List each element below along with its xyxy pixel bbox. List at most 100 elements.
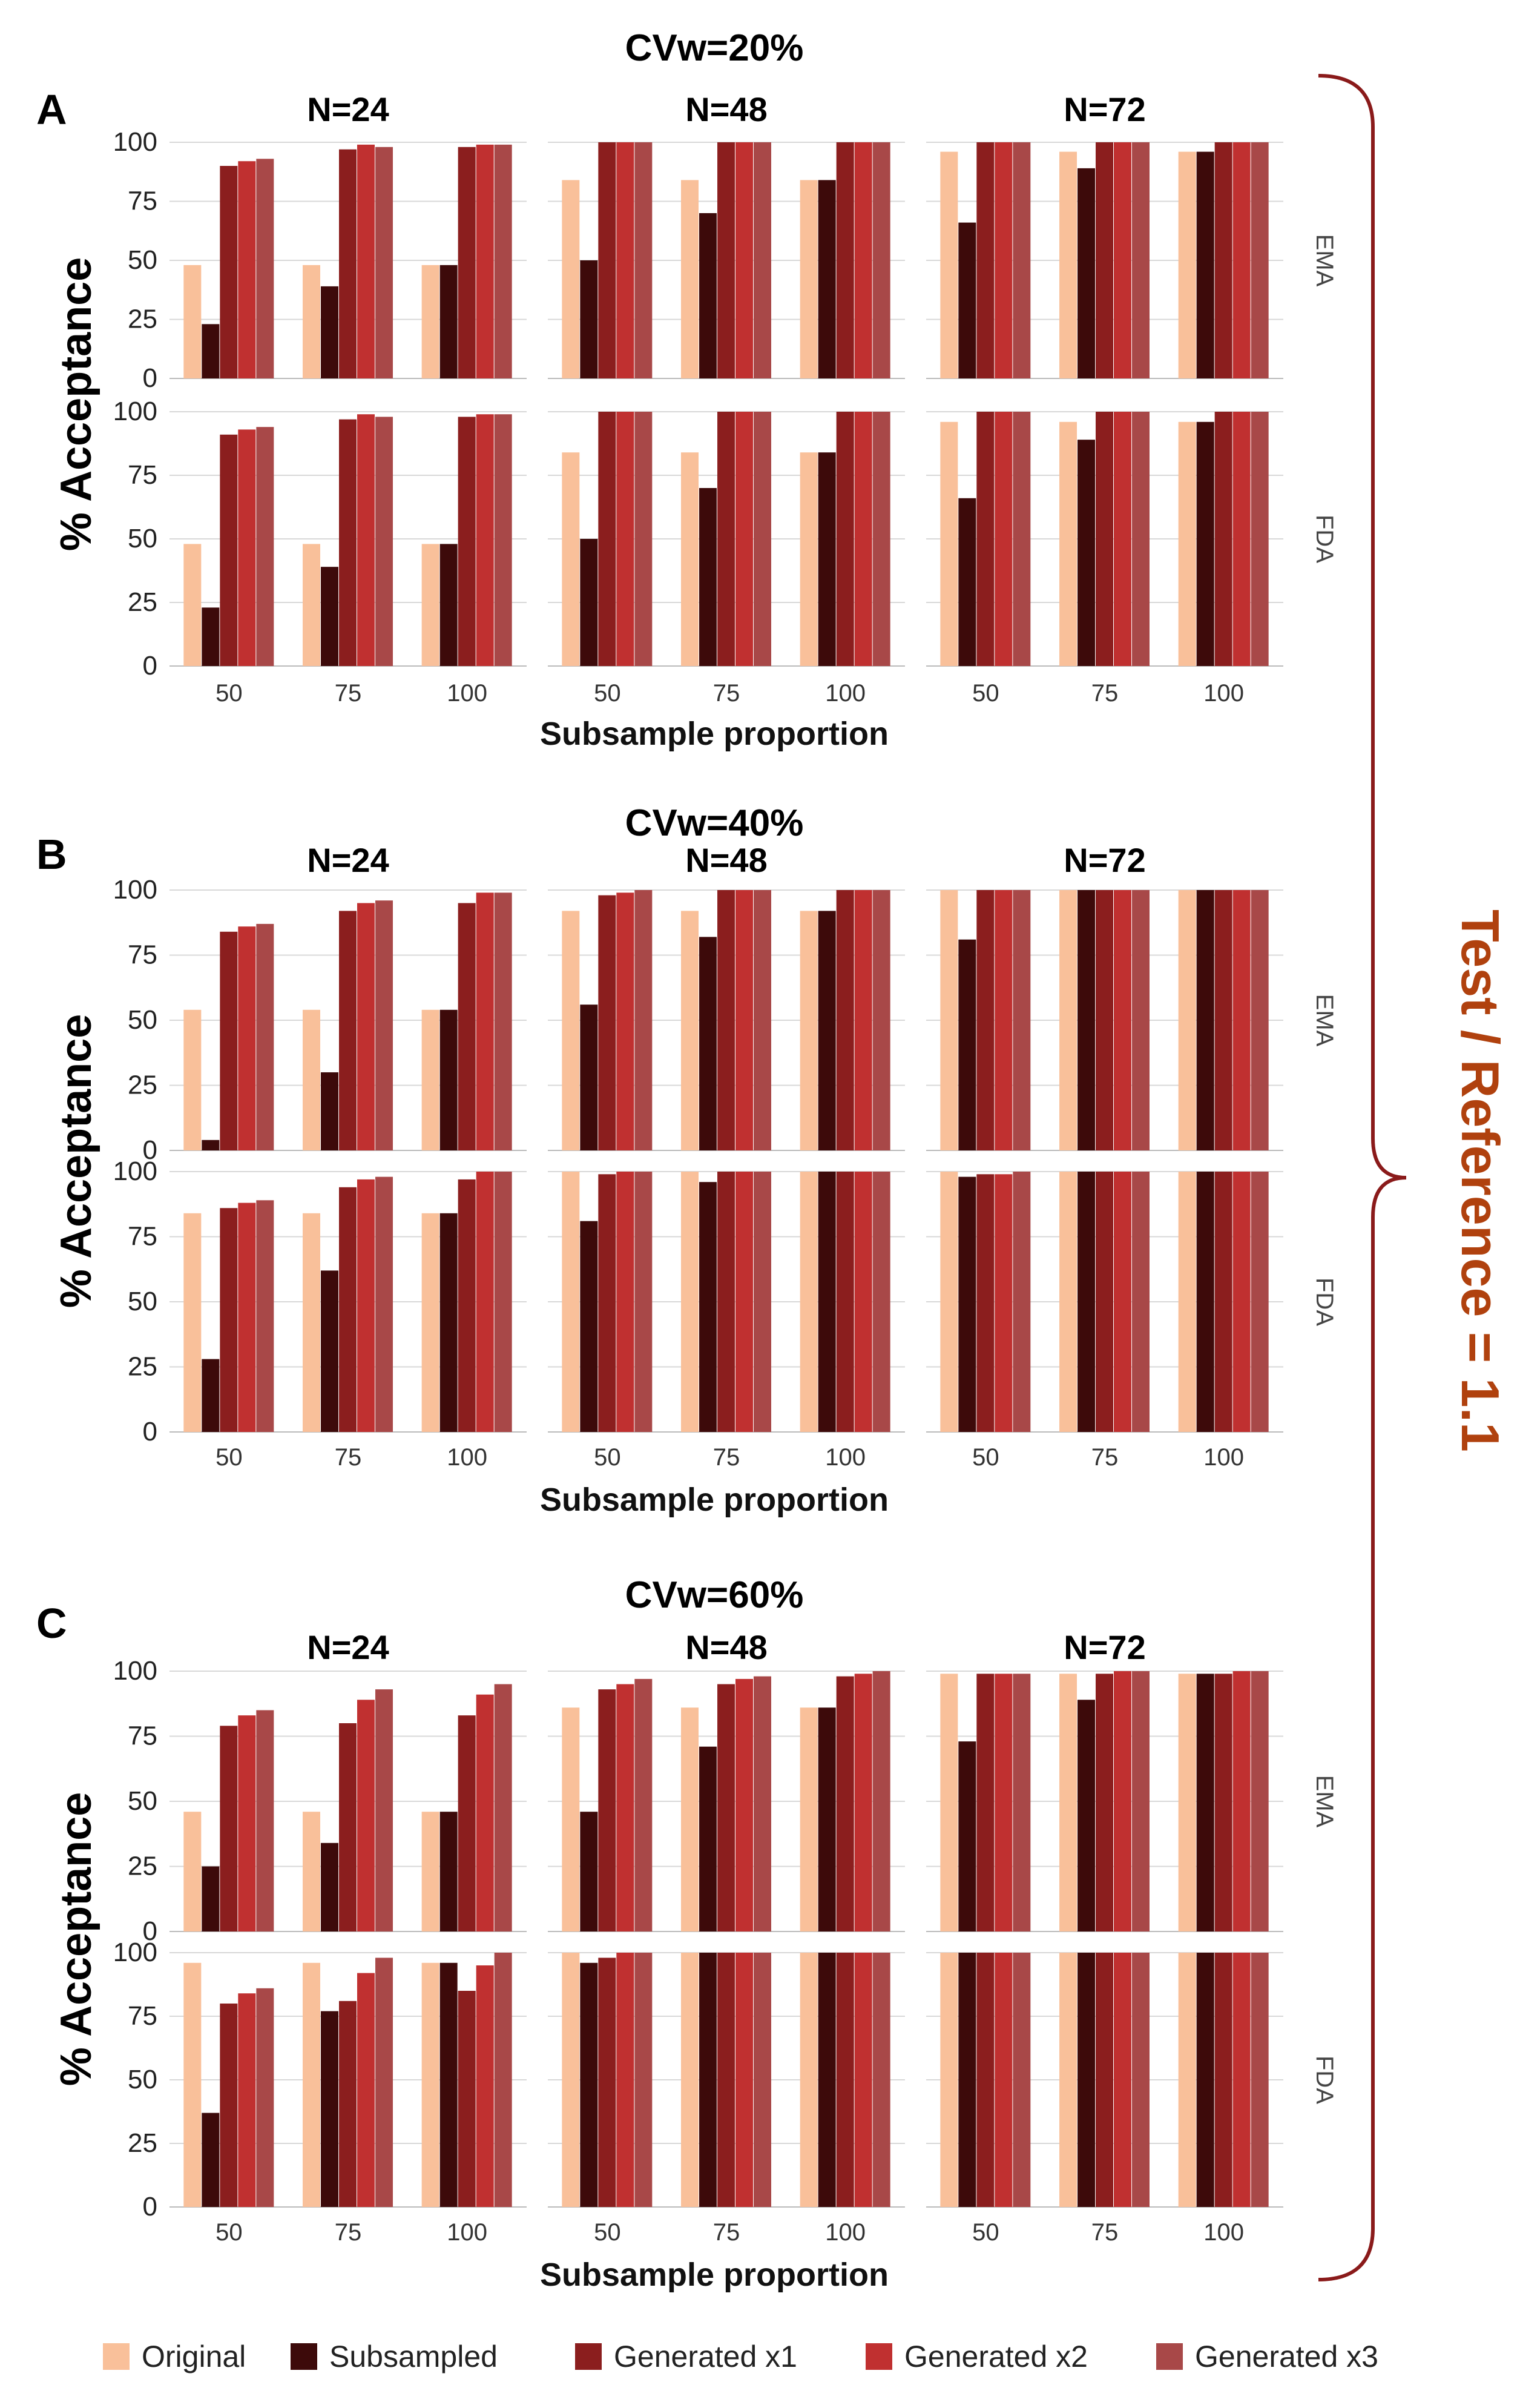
bar xyxy=(854,890,872,1150)
x-axis-label: Subsample proportion xyxy=(540,1482,889,1518)
x-axis-label: Subsample proportion xyxy=(540,2257,889,2293)
bar xyxy=(256,427,274,666)
bar xyxy=(754,142,771,378)
bar xyxy=(699,1953,717,2207)
bar xyxy=(1114,890,1131,1150)
facet-strip-label: EMA xyxy=(1311,1775,1338,1828)
bar xyxy=(476,892,494,1150)
x-tick-label: 50 xyxy=(972,680,999,707)
bar xyxy=(598,142,616,378)
bar xyxy=(699,1182,717,1432)
bar xyxy=(735,1172,753,1432)
bar xyxy=(958,498,976,666)
bar xyxy=(1114,412,1131,666)
facet-title: N=48 xyxy=(685,841,767,879)
bar xyxy=(458,1991,476,2207)
bar xyxy=(1013,1953,1031,2207)
bar xyxy=(1251,890,1269,1150)
bar xyxy=(1114,142,1131,378)
x-tick-label: 75 xyxy=(1091,680,1119,707)
bar xyxy=(598,1174,616,1432)
bar xyxy=(357,1700,375,1931)
x-tick-label: 50 xyxy=(215,1444,243,1471)
bar xyxy=(634,412,653,666)
bar xyxy=(854,1674,872,1931)
bar xyxy=(439,1962,458,2207)
bar xyxy=(256,1988,274,2207)
facet-strip-label: EMA xyxy=(1311,234,1338,287)
bar xyxy=(562,180,580,378)
bar xyxy=(1214,412,1232,666)
bar xyxy=(1196,151,1214,378)
bar xyxy=(995,1674,1013,1931)
bar xyxy=(220,166,238,378)
y-tick-label: 100 xyxy=(113,1156,157,1186)
legend-label: Original xyxy=(142,2340,246,2373)
bar xyxy=(220,1726,238,1931)
panel-letter: C xyxy=(36,1600,67,1647)
bar xyxy=(494,144,512,378)
bar xyxy=(699,1746,717,1931)
bar xyxy=(494,1684,512,1931)
x-tick-label: 50 xyxy=(594,2219,621,2246)
bar xyxy=(494,1953,512,2207)
bar xyxy=(836,1676,854,1931)
bar xyxy=(754,412,771,666)
bar xyxy=(220,434,238,666)
bar xyxy=(754,1172,771,1432)
bar xyxy=(735,142,753,378)
bar xyxy=(183,544,202,666)
bar xyxy=(256,159,274,378)
bar xyxy=(754,1953,771,2207)
facet-strip-label: EMA xyxy=(1311,994,1338,1047)
bar xyxy=(476,1965,494,2207)
legend-item: Generated x2 xyxy=(866,2340,1088,2373)
side-label: Test / Reference = 1.1 xyxy=(1450,909,1510,1452)
bar xyxy=(800,1953,818,2207)
x-tick-label: 100 xyxy=(825,2219,866,2246)
bar xyxy=(818,1172,836,1432)
bar xyxy=(238,429,256,666)
bar xyxy=(1096,890,1113,1150)
bar xyxy=(421,1962,439,2207)
bar xyxy=(321,2011,338,2207)
bar xyxy=(1013,142,1031,378)
bar xyxy=(995,412,1013,666)
y-tick-label: 25 xyxy=(128,587,157,617)
bar xyxy=(616,412,634,666)
y-tick-label: 75 xyxy=(128,2001,157,2031)
bar xyxy=(220,2004,238,2207)
bar xyxy=(1178,1172,1196,1432)
facet-strip-label: FDA xyxy=(1311,2056,1338,2104)
bar xyxy=(339,149,357,378)
bar xyxy=(1214,890,1232,1150)
panel-title: CVw=40% xyxy=(625,802,804,844)
bar xyxy=(958,1741,976,1931)
bar xyxy=(220,1208,238,1432)
bar xyxy=(375,1958,393,2207)
bar xyxy=(1232,1953,1251,2207)
bar xyxy=(375,900,393,1150)
bar xyxy=(303,1812,320,1931)
legend-label: Subsampled xyxy=(329,2340,498,2373)
bar xyxy=(717,1953,735,2207)
x-tick-label: 100 xyxy=(825,1444,866,1471)
bar xyxy=(321,1270,338,1432)
y-tick-label: 100 xyxy=(113,1938,157,1967)
bar xyxy=(681,911,699,1150)
x-tick-label: 100 xyxy=(1203,680,1244,707)
bar xyxy=(854,1953,872,2207)
bar xyxy=(1096,142,1113,378)
legend: Original Subsampled Generated x1 Generated … xyxy=(103,2340,1378,2373)
bar xyxy=(1196,890,1214,1150)
y-axis-label: % Acceptance xyxy=(52,1014,100,1308)
y-axis-label: % Acceptance xyxy=(52,257,100,552)
bar xyxy=(940,1953,958,2207)
bar xyxy=(717,1684,735,1931)
bar xyxy=(1178,1674,1196,1931)
bar xyxy=(800,180,818,378)
bar xyxy=(1232,412,1251,666)
legend-label: Generated x2 xyxy=(904,2340,1088,2373)
bar xyxy=(458,417,476,666)
bar xyxy=(940,1674,958,1931)
